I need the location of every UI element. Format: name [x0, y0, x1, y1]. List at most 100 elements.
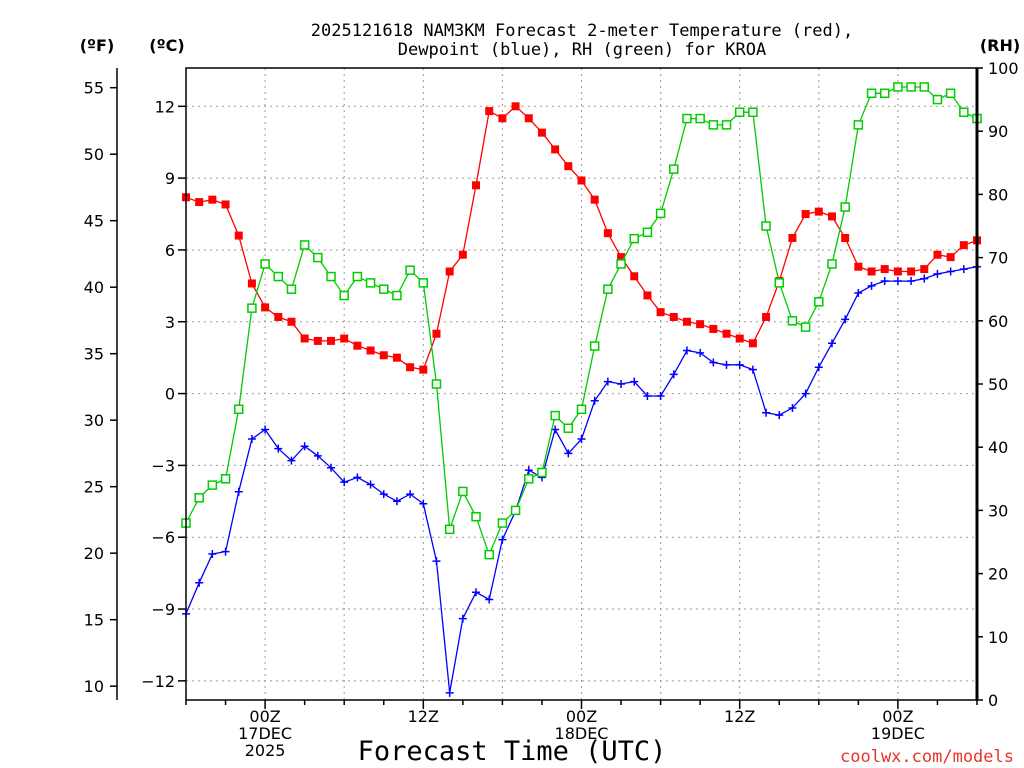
temperature-point [340, 334, 349, 343]
temperature-point [643, 291, 652, 300]
time-tick-label: 17DEC [238, 724, 292, 743]
dewpoint-point [234, 487, 243, 496]
temperature-point [208, 195, 217, 204]
rh-point [721, 120, 732, 130]
temperature-point [300, 334, 309, 343]
rh-point [879, 88, 890, 99]
dewpoint-point [946, 267, 955, 276]
dewpoint-point [366, 480, 375, 489]
temperature-point [854, 262, 863, 271]
temperature-point [524, 114, 533, 123]
rh-tick-label: 60 [988, 312, 1008, 331]
dewpoint-point [788, 403, 797, 412]
temperature-point [788, 233, 797, 242]
time-tick-label: 18DEC [555, 724, 609, 743]
rh-point [866, 88, 877, 99]
temperature-point [498, 114, 507, 123]
rh-point [695, 113, 705, 124]
dewpoint-point [208, 549, 217, 558]
time-tick-label: 00Z [249, 707, 280, 726]
time-tick-label: 12Z [408, 707, 439, 726]
rh-point [629, 233, 639, 244]
temperature-point [814, 207, 823, 216]
temperature-point [195, 198, 204, 207]
temperature-point [379, 351, 388, 360]
dewpoint-point [274, 444, 283, 453]
rh-point [682, 113, 692, 124]
temperature-point [511, 102, 520, 111]
celsius-tick-label: 3 [165, 313, 175, 332]
dewpoint-point [590, 396, 599, 405]
series-rh [181, 82, 982, 560]
dewpoint-point [775, 411, 784, 420]
temperature-point [735, 334, 744, 343]
temperature-point [709, 324, 718, 333]
rh-point [708, 120, 719, 130]
rh-point [774, 278, 784, 288]
dewpoint-point [735, 360, 744, 369]
temperature-point [722, 329, 731, 338]
dewpoint-point [353, 473, 362, 482]
temperature-point [920, 265, 929, 274]
temperature-point [617, 253, 626, 262]
dewpoint-point [880, 277, 889, 286]
rh-point [194, 493, 204, 503]
rh-tick-label: 90 [988, 122, 1008, 141]
time-tick-label: 00Z [566, 707, 597, 726]
rh-tick-label: 70 [988, 249, 1008, 268]
rh-point [313, 252, 323, 263]
dewpoint-point [682, 346, 691, 355]
fahrenheit-tick-label: 35 [84, 345, 104, 364]
rh-point [497, 518, 508, 528]
temperature-point [327, 336, 336, 345]
rh-point [827, 259, 837, 269]
fahrenheit-tick-label: 15 [84, 611, 104, 630]
temperature-point [590, 195, 599, 204]
fahrenheit-tick-label: 50 [84, 145, 104, 164]
rh-point [510, 505, 521, 516]
time-tick-label: 19DEC [871, 724, 925, 743]
celsius-tick-label: 12 [155, 97, 175, 116]
fahrenheit-tick-label: 25 [84, 478, 104, 497]
dewpoint-point [485, 595, 494, 604]
dewpoint-point [392, 497, 401, 506]
temperature-point [630, 272, 639, 281]
rh-point [444, 524, 455, 535]
rh-point [326, 271, 336, 282]
chart-title-line2: Dewpoint (blue), RH (green) for KROA [398, 40, 766, 60]
dewpoint-point [656, 391, 665, 400]
rh-point [484, 549, 494, 560]
rh-point [260, 259, 270, 269]
fahrenheit-tick-label: 40 [84, 278, 104, 297]
rh-point [207, 480, 218, 490]
temperature-point [748, 339, 757, 348]
celsius-tick-label: 6 [165, 241, 175, 260]
dewpoint-point [379, 490, 388, 499]
dewpoint-point [959, 265, 968, 274]
celsius-tick-label: −12 [141, 672, 175, 691]
dewpoint-point [893, 277, 902, 286]
rh-tick-label: 30 [988, 501, 1008, 520]
rh-point [932, 94, 943, 105]
fahrenheit-tick-label: 55 [84, 79, 104, 98]
temperature-point [946, 253, 955, 262]
rh-point [734, 107, 745, 117]
dewpoint-point [841, 315, 850, 324]
dewpoint-point [577, 435, 586, 444]
rh-point [800, 322, 811, 332]
series-temperature [182, 102, 981, 374]
rh-tick-label: 20 [988, 565, 1008, 584]
dewpoint-point [419, 499, 428, 508]
rh-point [392, 290, 402, 301]
watermark: coolwx.com/models [840, 747, 1014, 767]
rh-unit-label: (RH) [980, 36, 1020, 55]
temperature-point [458, 250, 467, 259]
temperature-point [485, 107, 494, 116]
celsius-tick-label: 0 [165, 385, 175, 404]
rh-point [550, 410, 560, 421]
rh-tick-label: 0 [988, 691, 998, 710]
celsius-axis-ticks: 12 9 6 3 0 −3 −6 −9 −12 [141, 97, 186, 691]
temperature-point [313, 336, 322, 345]
